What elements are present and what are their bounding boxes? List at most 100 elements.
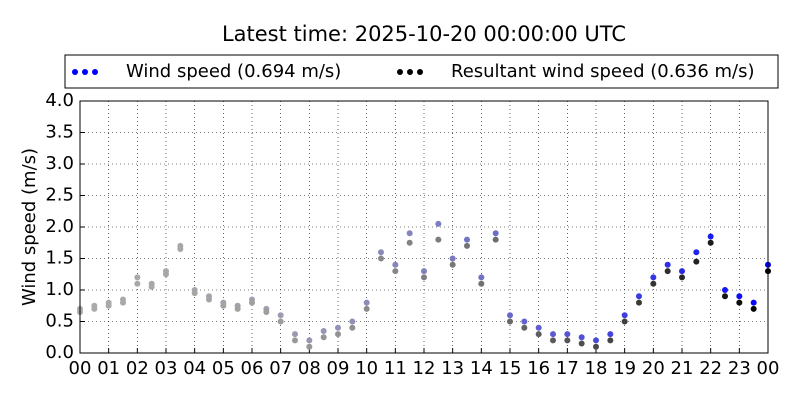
legend-label: Resultant wind speed (0.636 m/s) <box>451 61 755 82</box>
x-tick-label: 00 <box>757 358 780 379</box>
point <box>478 280 485 287</box>
point <box>277 318 284 325</box>
point <box>363 299 370 306</box>
point <box>392 268 399 275</box>
point <box>722 287 728 293</box>
x-tick-label: 02 <box>126 358 149 379</box>
y-tick-label: 3.0 <box>45 153 74 174</box>
x-tick-label: 12 <box>413 358 436 379</box>
x-tick-label: 11 <box>384 358 407 379</box>
point <box>349 324 356 331</box>
point <box>693 258 700 265</box>
point <box>292 331 298 338</box>
point <box>521 324 528 331</box>
point <box>621 318 628 325</box>
point <box>421 274 427 281</box>
point <box>750 299 757 306</box>
point <box>693 249 700 256</box>
chart-title: Latest time: 2025-10-20 00:00:00 UTC <box>222 22 626 46</box>
point <box>650 280 657 287</box>
point <box>406 230 413 237</box>
y-tick-label: 0.5 <box>45 311 74 332</box>
point <box>521 318 528 325</box>
x-tick-label: 01 <box>97 358 120 379</box>
point <box>664 261 671 268</box>
x-tick-label: 15 <box>499 358 522 379</box>
y-tick-label: 3.5 <box>45 122 74 143</box>
x-tick-label: 20 <box>642 358 665 379</box>
x-tick-label: 06 <box>241 358 264 379</box>
x-tick-label: 19 <box>613 358 636 379</box>
legend-marker <box>92 69 98 75</box>
point <box>750 305 757 312</box>
y-tick-label: 2.0 <box>45 216 74 237</box>
point <box>392 261 399 268</box>
point <box>593 343 599 350</box>
point <box>578 340 585 347</box>
point <box>320 327 327 334</box>
legend-marker <box>397 69 403 75</box>
point <box>234 305 241 312</box>
legend-label: Wind speed (0.694 m/s) <box>126 61 341 82</box>
point <box>550 331 556 338</box>
x-tick-label: 09 <box>327 358 350 379</box>
point <box>736 293 743 300</box>
point <box>134 280 141 287</box>
point <box>650 274 657 281</box>
x-tick-label: 14 <box>470 358 493 379</box>
point <box>220 302 227 309</box>
legend-marker <box>82 69 88 75</box>
x-tick-label: 05 <box>212 358 235 379</box>
point <box>636 293 642 300</box>
point <box>177 246 184 253</box>
point <box>134 274 141 281</box>
point <box>191 290 198 297</box>
point <box>378 255 384 262</box>
point <box>478 274 485 281</box>
point <box>564 337 571 344</box>
y-tick-label: 0.0 <box>45 342 74 363</box>
x-tick-label: 23 <box>728 358 751 379</box>
point <box>679 274 685 281</box>
point <box>679 268 685 275</box>
point <box>363 305 370 312</box>
point <box>664 268 671 275</box>
legend-marker <box>407 69 413 75</box>
point <box>464 242 470 249</box>
point <box>435 236 442 243</box>
y-tick-label: 1.0 <box>45 279 74 300</box>
point <box>292 337 298 344</box>
point <box>320 334 327 341</box>
point <box>249 299 255 306</box>
point <box>464 236 470 243</box>
y-tick-label: 4.0 <box>45 90 74 111</box>
x-tick-label: 21 <box>671 358 694 379</box>
point <box>736 299 743 306</box>
point <box>492 230 499 237</box>
x-tick-label: 17 <box>556 358 579 379</box>
point <box>263 309 270 316</box>
point <box>449 255 456 262</box>
point <box>148 283 155 290</box>
plot-frame <box>79 100 769 354</box>
point <box>306 337 313 344</box>
point <box>636 299 642 306</box>
point <box>578 334 585 341</box>
point <box>607 331 614 338</box>
legend-marker <box>417 69 423 75</box>
point <box>535 324 542 331</box>
legend-marker <box>72 69 78 75</box>
x-tick-label: 03 <box>155 358 178 379</box>
point <box>163 271 169 278</box>
point <box>449 261 456 268</box>
point <box>593 337 599 344</box>
x-tick-label: 04 <box>183 358 206 379</box>
point <box>607 337 614 344</box>
point <box>120 299 126 306</box>
point <box>507 318 513 325</box>
point <box>435 220 442 227</box>
x-tick-label: 16 <box>527 358 550 379</box>
point <box>349 318 356 325</box>
point <box>550 337 556 344</box>
point <box>421 268 427 275</box>
